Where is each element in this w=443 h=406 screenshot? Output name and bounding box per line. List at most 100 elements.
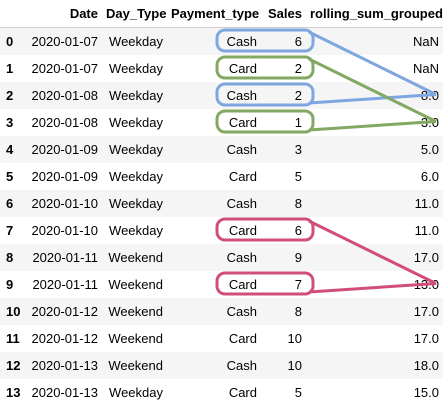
- payment-type-cell: Card: [228, 384, 257, 400]
- table-row: 1 2020-01-07 Weekday Card 2 NaN: [0, 54, 443, 82]
- sales-cell: 5: [294, 384, 302, 400]
- payment-type-cell: Card: [228, 276, 257, 292]
- sales-cell: 2: [294, 87, 302, 103]
- date-header: Date: [29, 0, 106, 28]
- day-type-cell: Weekend: [108, 249, 163, 265]
- date-cell: 2020-01-12: [31, 303, 99, 319]
- table-row: 2 2020-01-08 Weekday Cash 2 8.0: [0, 81, 443, 109]
- day-type-cell: Weekend: [108, 303, 163, 319]
- day-type-header: Day_Type: [106, 0, 171, 28]
- row-index: 7: [6, 222, 14, 238]
- day-type-cell: Weekday: [109, 195, 163, 211]
- rolling-sum-cell: 5.0: [420, 141, 439, 157]
- table-header: Date Day_Type Payment_type Sales rolling…: [0, 0, 443, 28]
- date-cell: 2020-01-08: [31, 114, 99, 130]
- day-type-cell: Weekday: [109, 87, 163, 103]
- rolling-sum-cell: NaN: [412, 33, 439, 49]
- payment-type-cell: Card: [228, 114, 257, 130]
- day-type-cell: Weekday: [109, 168, 163, 184]
- row-index: 1: [6, 60, 14, 76]
- date-cell: 2020-01-07: [31, 60, 99, 76]
- table-row: 12 2020-01-13 Weekend Cash 10 18.0: [0, 351, 443, 379]
- payment-type-cell: Cash: [226, 87, 257, 103]
- rolling-sum-cell: 8.0: [420, 87, 439, 103]
- row-index: 2: [6, 87, 14, 103]
- table-row: 7 2020-01-10 Weekday Card 6 11.0: [0, 216, 443, 244]
- rolling-sum-header: rolling_sum_grouped: [310, 0, 443, 28]
- row-index: 5: [6, 168, 14, 184]
- rolling-sum-cell: 17.0: [413, 249, 439, 265]
- payment-type-cell: Cash: [226, 249, 257, 265]
- sales-cell: 5: [294, 168, 302, 184]
- index-header: [0, 0, 29, 28]
- payment-type-cell: Cash: [226, 303, 257, 319]
- table-row: 4 2020-01-09 Weekday Cash 3 5.0: [0, 135, 443, 163]
- date-cell: 2020-01-11: [32, 249, 98, 265]
- table-row: 3 2020-01-08 Weekday Card 1 3.0: [0, 108, 443, 136]
- date-cell: 2020-01-07: [31, 33, 99, 49]
- day-type-cell: Weekend: [108, 330, 163, 346]
- row-index: 8: [6, 249, 14, 265]
- date-cell: 2020-01-12: [31, 330, 99, 346]
- sales-cell: 1: [294, 114, 302, 130]
- row-index: 6: [6, 195, 14, 211]
- payment-type-cell: Cash: [226, 33, 257, 49]
- rolling-sum-cell: 6.0: [420, 168, 439, 184]
- day-type-cell: Weekday: [109, 384, 163, 400]
- row-index: 4: [6, 141, 14, 157]
- table-row: 5 2020-01-09 Weekday Card 5 6.0: [0, 162, 443, 190]
- rolling-sum-cell: 18.0: [413, 357, 439, 373]
- payment-type-cell: Card: [228, 222, 257, 238]
- sales-cell: 7: [294, 276, 302, 292]
- table-row: 8 2020-01-11 Weekend Cash 9 17.0: [0, 243, 443, 271]
- sales-cell: 10: [287, 357, 302, 373]
- row-index: 13: [6, 384, 21, 400]
- rolling-sum-cell: 15.0: [413, 384, 439, 400]
- row-index: 0: [6, 33, 14, 49]
- table-row: 10 2020-01-12 Weekend Cash 8 17.0: [0, 297, 443, 325]
- date-cell: 2020-01-08: [31, 87, 99, 103]
- date-cell: 2020-01-11: [32, 276, 98, 292]
- date-cell: 2020-01-10: [31, 222, 99, 238]
- day-type-cell: Weekday: [109, 114, 163, 130]
- date-cell: 2020-01-13: [31, 357, 99, 373]
- day-type-cell: Weekday: [109, 33, 163, 49]
- day-type-cell: Weekday: [109, 222, 163, 238]
- row-index: 11: [6, 330, 20, 346]
- day-type-cell: Weekend: [108, 276, 163, 292]
- sales-cell: 10: [287, 330, 302, 346]
- payment-type-cell: Card: [228, 168, 257, 184]
- sales-cell: 2: [294, 60, 302, 76]
- sales-cell: 6: [294, 222, 302, 238]
- rolling-sum-cell: 11.0: [414, 195, 439, 211]
- day-type-cell: Weekday: [109, 60, 163, 76]
- payment-type-cell: Cash: [226, 141, 257, 157]
- payment-type-cell: Cash: [226, 195, 257, 211]
- rolling-sum-cell: 13.0: [413, 276, 439, 292]
- table-row: 9 2020-01-11 Weekend Card 7 13.0: [0, 270, 443, 298]
- sales-cell: 8: [294, 195, 302, 211]
- rolling-sum-cell: 17.0: [413, 303, 439, 319]
- payment-type-cell: Cash: [226, 357, 257, 373]
- rolling-sum-cell: 17.0: [413, 330, 439, 346]
- sales-header: Sales: [262, 0, 310, 28]
- table-body: 0 2020-01-07 Weekday Cash 6 NaN 1 2020-01-07 Wee…: [0, 27, 443, 406]
- day-type-cell: Weekday: [109, 141, 163, 157]
- date-cell: 2020-01-13: [31, 384, 99, 400]
- header-row: Date Day_Type Payment_type Sales rolling…: [0, 0, 443, 28]
- table-row: 0 2020-01-07 Weekday Cash 6 NaN: [0, 27, 443, 55]
- rolling-sum-cell: 11.0: [414, 222, 439, 238]
- date-cell: 2020-01-10: [31, 195, 99, 211]
- rolling-sum-cell: NaN: [412, 60, 439, 76]
- row-index: 12: [6, 357, 21, 373]
- row-index: 3: [6, 114, 14, 130]
- row-index: 9: [6, 276, 14, 292]
- payment-type-header: Payment_type: [171, 0, 262, 28]
- table-row: 13 2020-01-13 Weekday Card 5 15.0: [0, 378, 443, 406]
- date-cell: 2020-01-09: [31, 141, 99, 157]
- sales-cell: 8: [294, 303, 302, 319]
- day-type-cell: Weekend: [108, 357, 163, 373]
- date-cell: 2020-01-09: [31, 168, 99, 184]
- sales-cell: 9: [294, 249, 302, 265]
